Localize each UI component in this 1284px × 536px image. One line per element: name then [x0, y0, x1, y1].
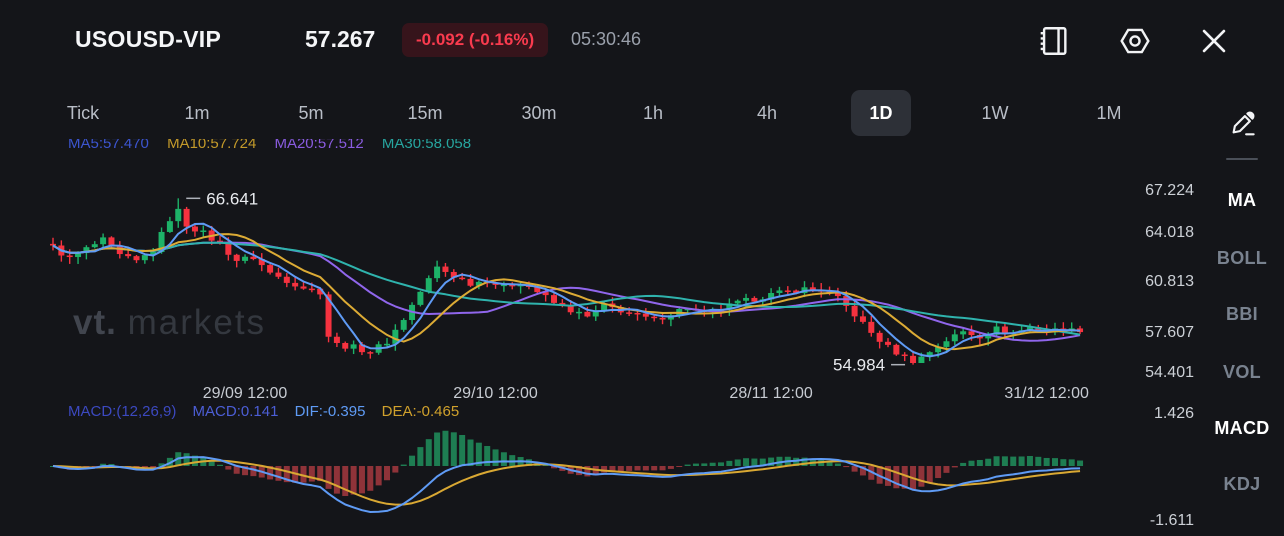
tab-1m-month[interactable]: 1M	[1096, 102, 1122, 123]
ma-legend-row: MA5:57.470 MA10:57.724 MA20:57.512 MA30:…	[68, 139, 485, 156]
price-axis-tick: 57.607	[1145, 324, 1194, 341]
indicator-kdj[interactable]: KDJ	[1223, 474, 1261, 494]
macd-value-readout: MACD:0.141	[192, 403, 279, 420]
tab-tick[interactable]: Tick	[66, 102, 100, 123]
svg-text:66.641: 66.641	[206, 189, 258, 208]
price-axis-tick: 64.018	[1145, 224, 1194, 241]
tab-1m[interactable]: 1m	[184, 102, 210, 123]
header-bar: USOUSD-VIP 57.267 -0.092 (-0.16%) 05:30:…	[0, 0, 1284, 82]
orderbook-icon[interactable]	[1037, 24, 1071, 58]
date-axis-label: 28/11 12:00	[729, 385, 813, 402]
macd-legend-row: MACD:(12,26,9) MACD:0.141 DIF:-0.395 DEA…	[68, 403, 471, 420]
close-icon[interactable]	[1197, 24, 1231, 58]
ma20-readout: MA20:57.512	[274, 139, 364, 152]
ma30-readout: MA30:58.058	[381, 139, 472, 152]
date-axis-label: 29/09 12:00	[202, 385, 288, 402]
macd-params-readout: MACD:(12,26,9)	[68, 403, 177, 420]
indicator-macd[interactable]: MACD	[1214, 418, 1270, 438]
price-axis-tick: 67.224	[1145, 182, 1194, 199]
symbol-title: USOUSD-VIP	[75, 26, 222, 52]
watermark-light: markets	[127, 303, 267, 342]
server-time: 05:30:46	[571, 29, 642, 49]
price-chart-canvas[interactable]: 66.641 54.984	[0, 138, 1196, 536]
watermark-bold: vt	[73, 303, 107, 342]
macd-axis-tick: 1.426	[1153, 405, 1194, 422]
indicator-boll[interactable]: BOLL	[1216, 248, 1268, 268]
price-change-badge: -0.092 (-0.16%)	[402, 23, 549, 57]
price-axis-tick: 54.401	[1145, 364, 1194, 381]
indicator-bbi[interactable]: BBI	[1226, 304, 1258, 324]
tab-5m[interactable]: 5m	[298, 102, 324, 123]
indicator-ma[interactable]: MA	[1227, 190, 1257, 210]
date-axis-label: 31/12 12:00	[1004, 385, 1089, 402]
price-axis-tick: 60.813	[1145, 273, 1194, 290]
tab-15m[interactable]: 15m	[407, 102, 443, 123]
tab-4h[interactable]: 4h	[756, 102, 778, 123]
macd-axis-tick: -1.611	[1149, 512, 1194, 529]
tab-30m[interactable]: 30m	[521, 102, 557, 123]
ma10-readout: MA10:57.724	[167, 139, 257, 152]
watermark-dot: .	[106, 303, 117, 342]
settings-gear-icon[interactable]	[1118, 24, 1152, 58]
tab-1w[interactable]: 1W	[981, 102, 1009, 123]
svg-text:54.984: 54.984	[833, 356, 885, 375]
dif-readout: DIF:-0.395	[294, 403, 366, 420]
date-axis-label: 29/10 12:00	[453, 385, 538, 402]
dea-readout: DEA:-0.465	[381, 403, 460, 420]
ma5-readout: MA5:57.470	[68, 139, 149, 152]
indicator-sidebar: MA BOLL BBI VOL MACD KDJ	[1200, 90, 1284, 536]
last-price: 57.267	[305, 26, 376, 52]
edit-pencil-icon[interactable]	[1228, 108, 1258, 138]
indicator-vol[interactable]: VOL	[1223, 362, 1261, 382]
vt-markets-watermark: vt. markets	[73, 303, 266, 343]
timeframe-tabbar: Tick 1m 5m 15m 30m 1h 4h 1D 1W 1M	[26, 90, 1166, 138]
sidebar-divider	[1226, 158, 1258, 160]
tab-1h[interactable]: 1h	[642, 102, 664, 123]
tab-1d-active[interactable]: 1D	[851, 90, 911, 136]
